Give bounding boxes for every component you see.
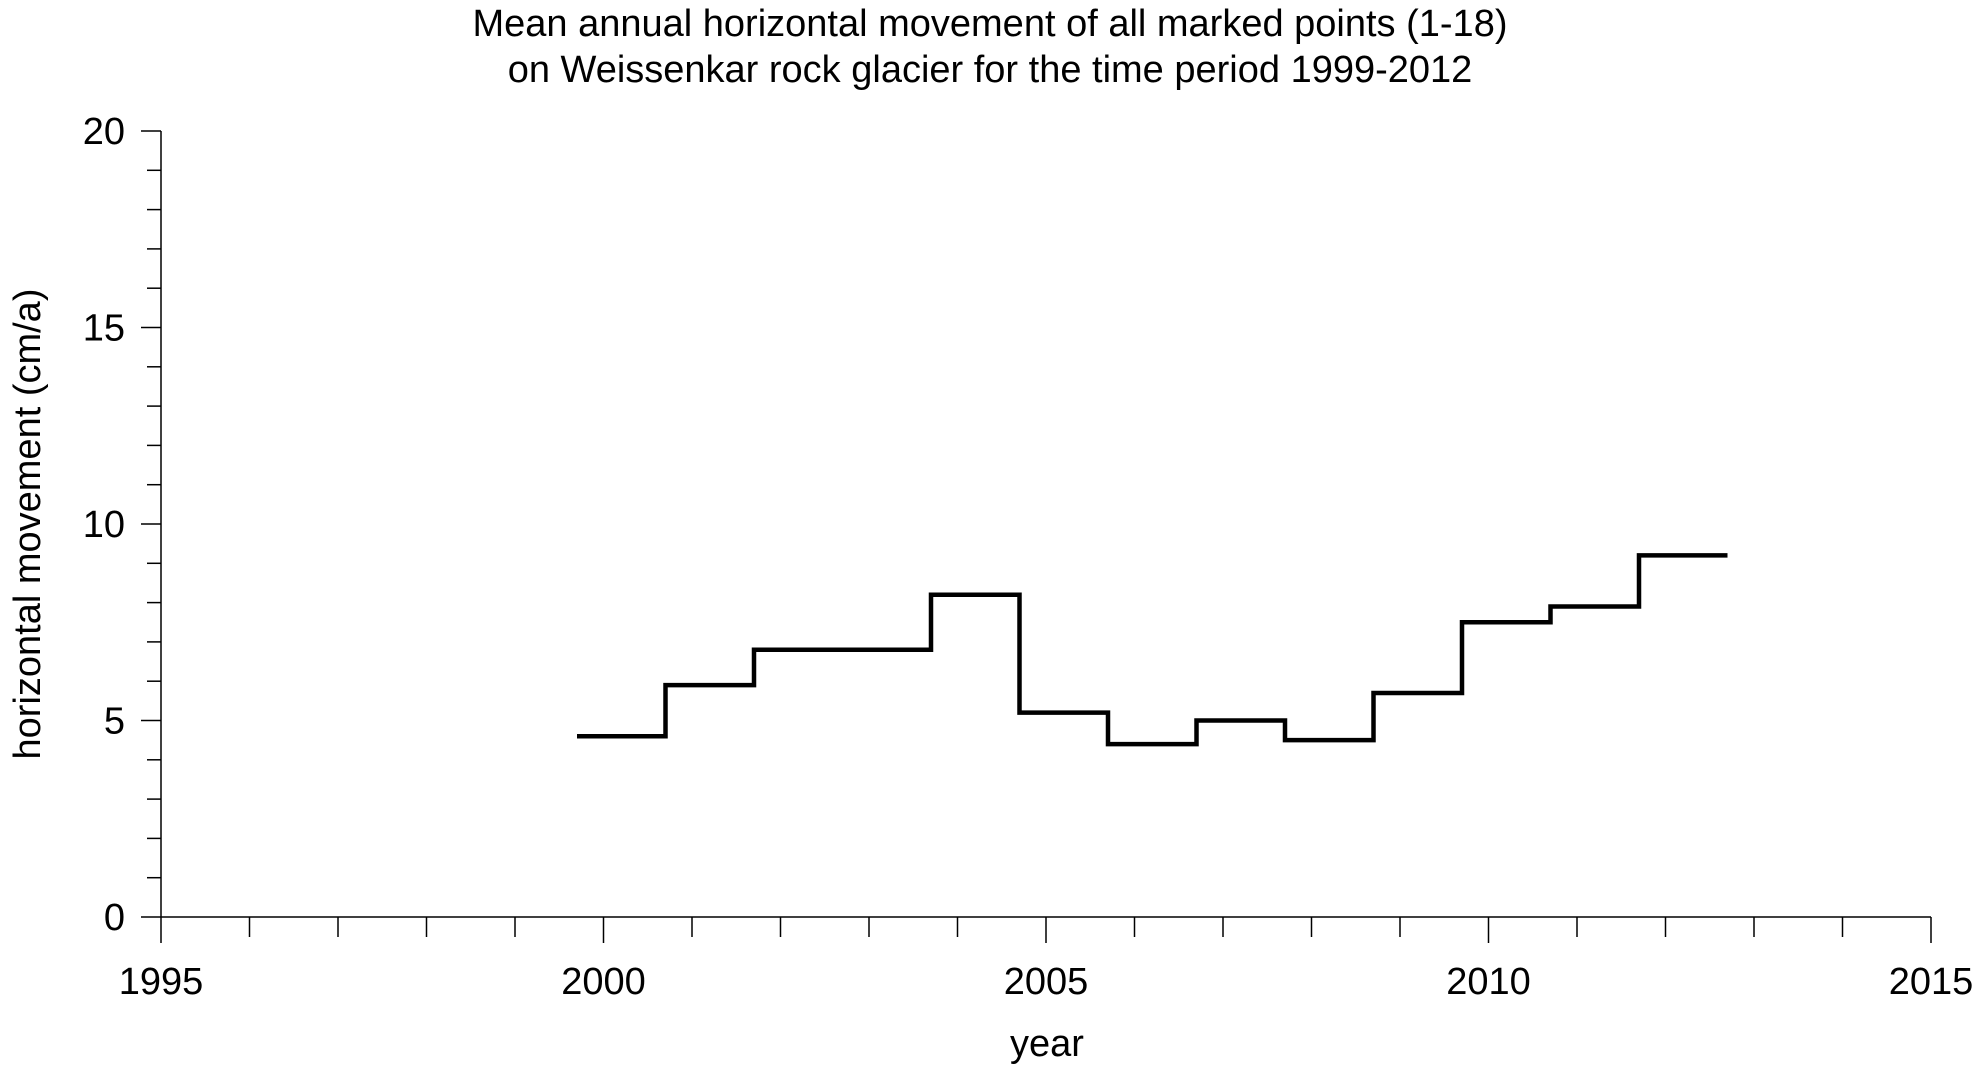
tick-labels: 0 5 10 15 20 1995 2000 2005 2010 2015 xyxy=(83,111,1974,1003)
series-layer xyxy=(577,553,1728,747)
y-tick-label: 5 xyxy=(104,701,125,743)
axes xyxy=(160,131,1931,918)
x-tick-label: 2010 xyxy=(1446,961,1531,1003)
x-tick-label: 1995 xyxy=(119,961,204,1003)
y-axis-label: horizontal movement (cm/a) xyxy=(7,289,49,760)
x-tick-label: 2015 xyxy=(1889,961,1974,1003)
ticks xyxy=(141,130,1932,943)
x-tick-label: 2000 xyxy=(561,961,646,1003)
x-tick-label: 2005 xyxy=(1004,961,1089,1003)
chart-title-line-1: Mean annual horizontal movement of all m… xyxy=(472,3,1508,45)
y-tick-label: 10 xyxy=(83,504,125,546)
y-tick-label: 0 xyxy=(104,897,125,939)
x-axis-label: year xyxy=(1010,1023,1084,1065)
y-tick-label: 20 xyxy=(83,111,125,153)
y-tick-label: 15 xyxy=(83,308,125,350)
chart-title-line-2: on Weissenkar rock glacier for the time … xyxy=(507,49,1473,91)
series-line xyxy=(577,553,1728,747)
